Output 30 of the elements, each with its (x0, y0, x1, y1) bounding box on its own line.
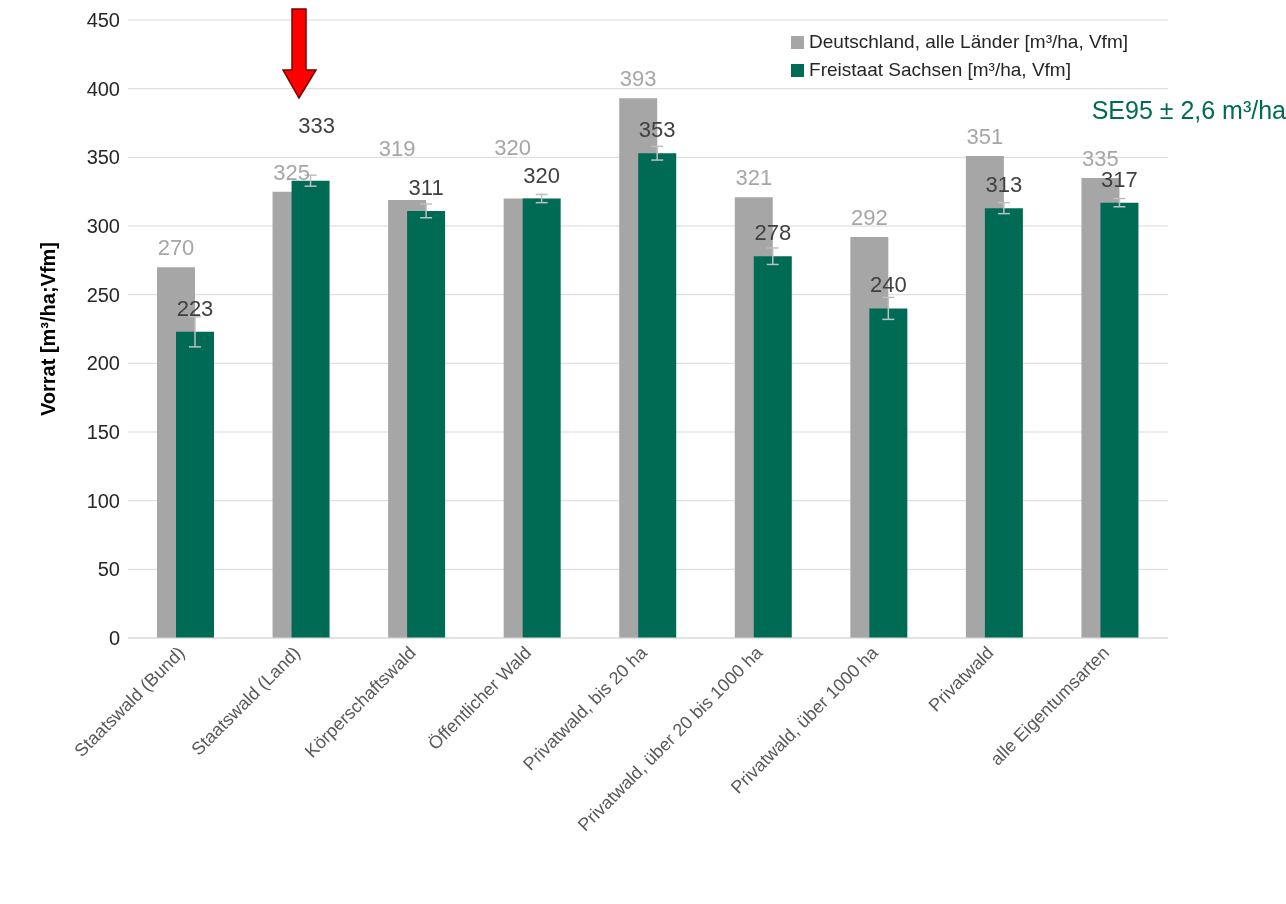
y-tick-label: 100 (86, 489, 120, 512)
data-label: 393 (619, 66, 657, 92)
annotation: SE95 ± 2,6 m³/ha (1091, 96, 1286, 125)
data-label: 353 (638, 117, 676, 143)
data-label: 278 (754, 220, 792, 246)
data-label: 325 (273, 159, 310, 185)
y-tick-label: 250 (86, 283, 120, 306)
legend-label: Deutschland, alle Länder [m³/ha, Vfm] (809, 30, 1128, 54)
data-label: 333 (298, 112, 335, 138)
y-tick-label: 300 (86, 215, 120, 238)
data-label: 270 (157, 235, 195, 261)
data-label: 351 (966, 123, 1004, 149)
data-label: 320 (494, 134, 532, 160)
data-label: 321 (735, 165, 773, 191)
y-tick-label: 150 (86, 421, 120, 444)
data-label: 311 (408, 174, 444, 200)
y-tick-label: 50 (97, 558, 120, 581)
data-label: 292 (850, 204, 888, 230)
y-tick-label: 450 (86, 9, 120, 32)
data-label: 223 (176, 295, 214, 321)
data-label: 240 (869, 272, 907, 298)
y-tick-label: 0 (108, 627, 120, 650)
y-tick-label: 350 (86, 146, 120, 169)
data-label: 313 (985, 172, 1023, 198)
y-tick-label: 200 (86, 352, 120, 375)
legend-label: Freistaat Sachsen [m³/ha, Vfm] (809, 58, 1071, 82)
y-axis-title: Vorrat [m³/ha;Vfm] (37, 241, 60, 417)
data-label: 320 (523, 162, 561, 188)
data-label: 319 (378, 135, 416, 161)
y-tick-label: 400 (86, 77, 120, 100)
